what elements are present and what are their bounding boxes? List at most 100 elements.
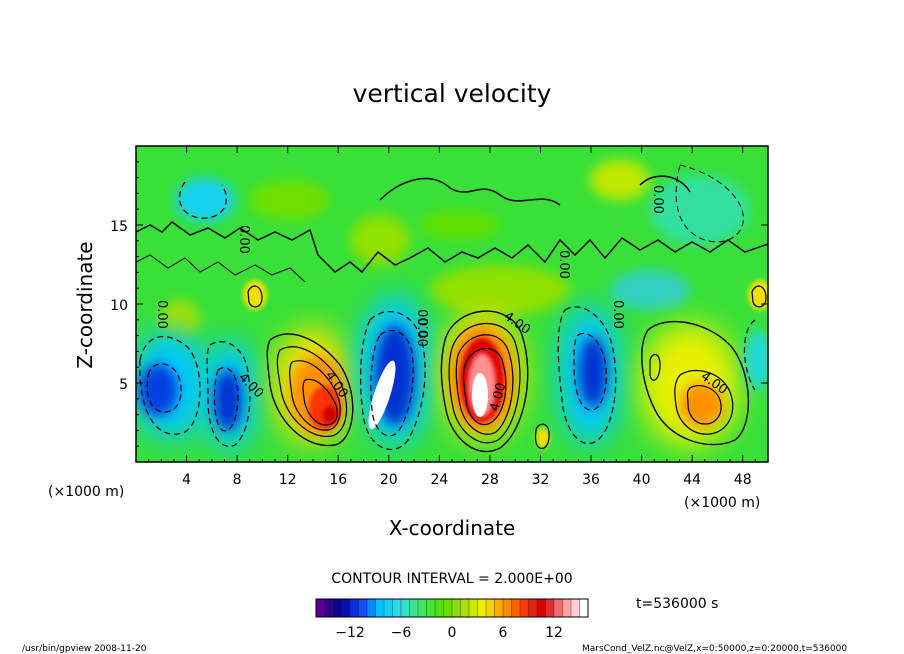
contour-line [302,378,338,426]
x-tick-label: 44 [683,472,701,488]
contour-line [266,333,354,447]
field-blob [610,270,690,310]
contour-line [178,181,227,219]
colorbar-tick-label: 0 [448,625,457,641]
field-blob [214,370,242,430]
x-tick-label: 28 [481,472,499,488]
colorbar-swatch [571,599,580,617]
colorbar-frame [315,598,589,618]
colorbar-swatch [511,599,521,617]
y-axis-label: Z-coordinate [73,241,97,368]
x-tick-label: 24 [430,472,448,488]
field-blob [430,265,570,315]
field-blob [590,160,650,200]
colorbar-swatch [409,599,419,617]
colorbar-swatch [324,599,334,617]
contour-line [455,334,514,435]
colorbar-swatch [443,599,453,617]
colorbar-swatch [477,599,487,617]
contour-line [440,310,529,453]
x-tick-label: 40 [633,472,651,488]
contour-line [370,330,414,437]
contour-line [136,221,768,274]
contour-line [641,320,750,446]
x-tick-label: 20 [380,472,398,488]
x-tick-label: 8 [233,472,242,488]
colorbar-tick-label: 6 [499,625,508,641]
contour-line [534,423,550,449]
colorbar-swatch [486,599,495,617]
colorbar-swatch [384,599,393,617]
contour-line [751,285,767,308]
colorbar-swatch [469,599,478,617]
contour-line [448,322,521,444]
colorbar-swatch [494,599,504,617]
colorbar-swatch [375,599,385,617]
colorbar-swatch [392,599,402,617]
field-blob [472,373,488,417]
contour-line [213,367,239,432]
contour-label: 0.00 [610,300,625,329]
x-tick-label: 32 [532,472,550,488]
contour-label: 0.00 [154,300,169,329]
field-blob [744,330,768,390]
colorbar-swatch [418,599,427,617]
colorbar-swatch [528,599,538,617]
contour-line [247,285,263,308]
contour-label: 0.00 [417,309,432,338]
field-blob [350,215,410,265]
contour-lines [136,164,768,453]
plot-area: 0.00 0.00 0.00 0.00 0.00 0.00 4.00 4.00 … [136,146,768,462]
x-tick-label: 12 [279,472,297,488]
upper-field [160,160,768,340]
colorbar-tick-label: −6 [391,625,412,641]
x-axis: 4 8 12 16 20 24 28 32 36 40 44 48 [148,146,769,488]
contour-label: 0.00 [650,185,665,214]
contour-line [379,177,561,206]
field-blob [175,178,235,222]
colorbar-swatch [426,599,436,617]
contour-label: 0.00 [414,318,429,347]
contour-line [289,360,341,431]
colorbar-swatch [358,599,368,617]
colorbar-swatch [562,599,572,617]
x-tick-label: 16 [329,472,347,488]
colorbar-swatch [333,599,342,617]
contour-line [674,369,734,435]
field-blob [250,180,330,220]
contour-label: 0.00 [236,225,251,254]
x-axis-label: X-coordinate [389,516,516,540]
x-tick-label: 4 [182,472,191,488]
field-blob [536,428,550,448]
colorbar-swatch [537,599,546,617]
contour-line [276,346,348,437]
y-tick-label: 15 [110,219,128,235]
time-label: t=536000 s [636,596,718,612]
x-unit-right: (×1000 m) [684,495,760,511]
field-blob [579,337,607,407]
colorbar-swatch [350,599,359,617]
contour-label: 0.00 [556,250,571,279]
field-blob [323,406,337,424]
contour-line [462,348,507,426]
contour-line [139,336,201,435]
contour-line [360,311,426,451]
colorbar-swatch [554,599,563,617]
colorbar-swatch [367,599,376,617]
colorbar-swatch [452,599,461,617]
colorbar-swatch [435,599,444,617]
footer-right: MarsCond_VelZ.nc@VelZ,x=0:50000,z=0:2000… [582,644,847,654]
field-blob [243,280,267,310]
colorbar-swatch [341,599,351,617]
contour-line [743,319,756,391]
x-tick-label: 36 [582,472,600,488]
colorbar-swatch [545,599,555,617]
contour-line [206,341,251,447]
contour-line [557,306,617,445]
y-axis: 5 10 15 [110,161,768,447]
contour-line [146,363,182,413]
contour-line [573,332,607,411]
contour-line [649,354,661,381]
colorbar-swatch [460,599,470,617]
